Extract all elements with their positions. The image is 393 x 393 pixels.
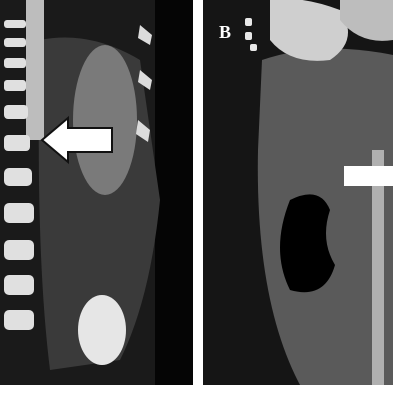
panel-left [0, 0, 193, 385]
ribs [136, 25, 152, 142]
dark-region [155, 0, 193, 385]
arrow [40, 115, 113, 165]
aorta [26, 0, 44, 140]
aorta-right [372, 150, 384, 385]
bone-marks [245, 18, 257, 51]
panel-label: B [219, 22, 231, 42]
arrow-shaft [344, 166, 393, 186]
panel-right: B [203, 0, 393, 386]
kidney [73, 45, 137, 195]
spine [4, 20, 34, 330]
vessel-top [340, 0, 393, 41]
bladder [78, 295, 126, 365]
air-pocket [280, 194, 335, 293]
heart [270, 0, 348, 61]
